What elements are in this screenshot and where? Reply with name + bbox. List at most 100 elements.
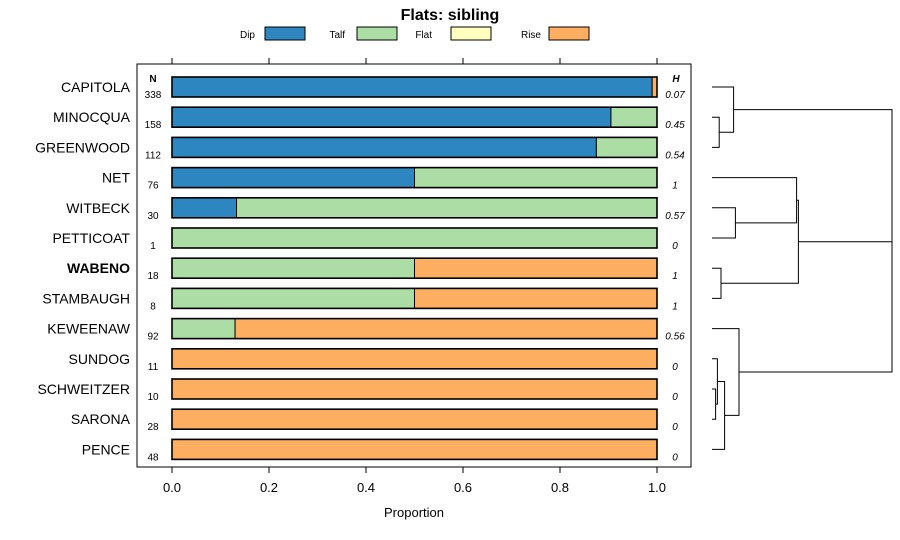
h-header: H [672,74,680,85]
n-value: 11 [148,362,159,373]
rows: CAPITOLA 338 0.07 MINOCQUA 158 0.45 GREENWOOD 1… [35,76,685,463]
h-value: 0.56 [665,332,685,343]
h-value: 1 [672,271,678,282]
x-axis: 0.0 0.2 0.4 0.6 0.8 1.0 [163,58,666,495]
bar-segment-rise [414,287,658,309]
bar-segment-talf [171,257,415,279]
dendrogram-link [712,267,722,299]
h-value: 0.45 [665,120,685,131]
row-stambaugh: STAMBAUGH 8 1 [42,287,678,312]
n-value: 112 [145,150,161,161]
legend: Dip Talf Flat Rise [240,26,590,41]
n-value: 158 [145,120,162,131]
x-tick-label: 0.4 [357,480,375,495]
n-value: 28 [147,422,159,433]
n-value: 30 [147,211,159,222]
h-value: 0.07 [665,90,685,101]
bar-outline [171,166,658,189]
row-label: WABENO [67,260,130,276]
x-tick-label: 0.0 [163,480,181,495]
bar-segment-dip [171,76,653,98]
row-label: CAPITOLA [61,79,131,95]
bar-outline [171,408,658,431]
bar-outline [171,317,658,340]
dendrogram-link [712,177,798,224]
h-value: 0 [672,241,678,252]
row-witbeck: WITBECK 30 0.57 [66,197,685,222]
bar-segment-talf [171,318,236,340]
bar-segment-dip [171,167,415,189]
row-pence: PENCE 48 0 [82,438,678,463]
dendrogram-link [721,199,799,284]
bar-segment-rise [414,257,658,279]
bar-segment-dip [171,136,597,158]
h-value: 1 [672,301,678,312]
row-label: MINOCQUA [53,109,131,125]
x-axis-title: Proportion [384,505,444,520]
row-label: NET [102,170,130,186]
bar-outline [171,378,658,400]
dendrogram-link [712,207,736,239]
row-label: STAMBAUGH [42,290,130,306]
legend-label-talf: Talf [329,30,345,41]
row-petticoat: PETTICOAT 1 0 [52,227,678,252]
n-value: 10 [147,392,159,403]
bar-outline [171,76,658,98]
legend-swatch-rise [548,26,590,41]
h-value: 0.54 [665,150,685,161]
row-schweitzer: SCHWEITZER 10 0 [37,378,678,403]
x-tick-label: 0.6 [454,480,472,495]
h-value: 0 [672,422,678,433]
bar-segment-rise [171,438,658,460]
row-label: SUNDOG [69,351,130,367]
bar-segment-talf [236,197,658,219]
row-label: SARONA [71,411,131,427]
bar-outline [171,197,658,219]
dendrogram-link [712,358,718,405]
bar-segment-talf [595,136,658,158]
dendrogram-link [712,86,735,133]
bar-outline [171,227,658,249]
legend-swatch-dip [264,26,306,41]
row-label: WITBECK [66,200,130,216]
bar-segment-rise [171,408,658,430]
bar-outline [171,257,658,280]
row-label: GREENWOOD [35,139,130,155]
dendrogram-link [712,380,726,450]
n-header: N [149,74,156,85]
bar-segment-talf [171,287,415,309]
n-value: 76 [147,181,159,192]
bar-segment-dip [171,106,612,128]
x-tick-label: 0.2 [260,480,278,495]
bar-segment-talf [171,227,658,249]
row-sundog: SUNDOG 11 0 [69,347,678,373]
h-value: 1 [672,181,678,192]
dendrogram-link [712,116,720,148]
row-wabeno: WABENO 18 1 [67,257,678,282]
h-value: 0 [672,452,678,463]
bar-segment-rise [171,348,658,370]
row-keweenaw: KEWEENAW 92 0.56 [47,317,685,343]
bar-segment-talf [414,167,658,189]
bar-segment-rise [234,318,658,340]
bar-segment-dip [171,197,238,219]
row-label: PETTICOAT [52,230,130,246]
h-value: 0.57 [665,211,685,222]
h-value: 0 [672,362,678,373]
row-label: SCHWEITZER [37,381,130,397]
bar-segment-rise [171,378,658,400]
dendrogram-link [739,175,893,373]
n-value: 18 [147,271,159,282]
bar-outline [171,106,658,128]
dendrogram-link [712,388,717,420]
row-greenwood: GREENWOOD 112 0.54 [35,136,685,161]
legend-label-flat: Flat [415,30,432,41]
bar-outline [171,347,658,370]
n-value: 338 [145,90,162,101]
dendrogram-link [733,109,893,243]
plot-frame [136,63,692,468]
n-value: 48 [147,452,159,463]
x-tick-label: 0.8 [551,480,569,495]
row-minocqua: MINOCQUA 158 0.45 [53,106,685,131]
